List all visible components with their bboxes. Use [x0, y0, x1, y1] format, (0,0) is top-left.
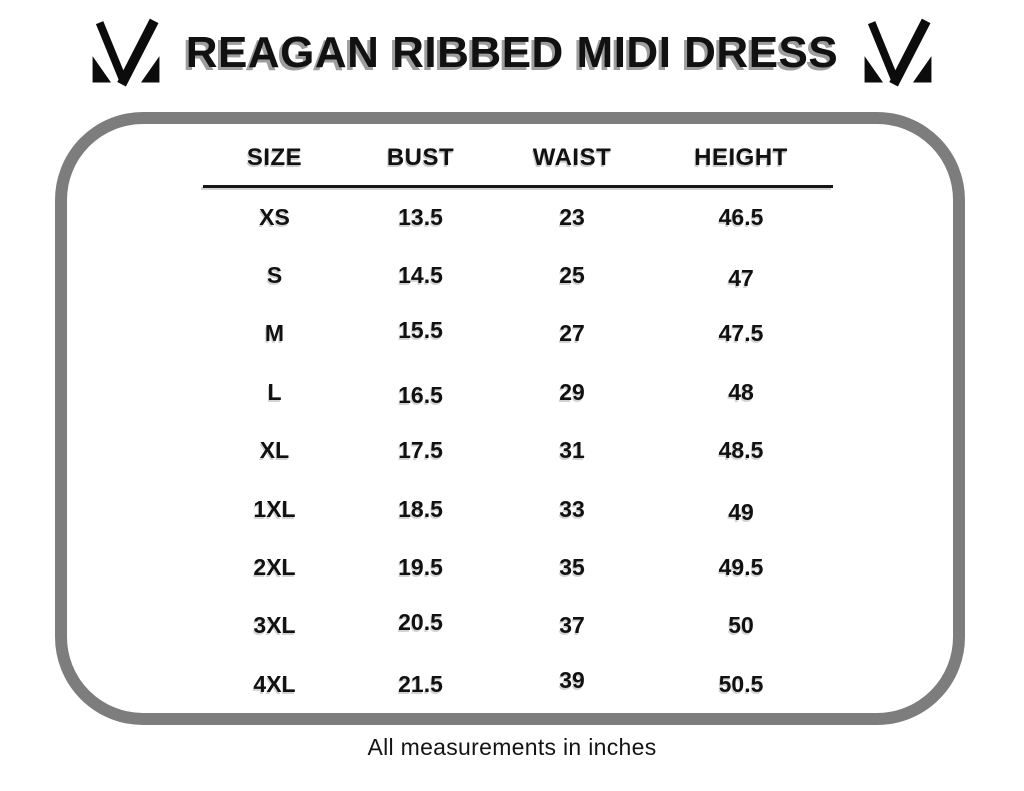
cell-waist: 27 [559, 320, 585, 347]
table-header-row: SIZE BUST WAIST HEIGHT [203, 131, 833, 185]
cell-waist: 37 [559, 612, 585, 639]
column-header-size: SIZE [246, 144, 303, 171]
cell-waist: 31 [559, 437, 585, 464]
column-header-height: HEIGHT [694, 144, 788, 171]
cell-bust: 13.5 [398, 203, 443, 230]
cell-height: 50 [728, 612, 754, 639]
cell-waist: 33 [559, 495, 585, 522]
cell-size: L [267, 378, 282, 405]
table-row: XL 17.5 31 48.5 [203, 422, 833, 480]
table-row: 2XL 19.5 35 49.5 [203, 538, 833, 596]
cell-waist: 29 [559, 378, 585, 405]
footer-note: All measurements in inches [367, 734, 657, 760]
cell-height: 49.5 [718, 554, 764, 581]
cell-height: 50.5 [718, 670, 764, 697]
cell-bust: 14.5 [398, 262, 443, 289]
page-title: REAGAN RIBBED MIDI DRESS [185, 28, 839, 77]
header-divider [203, 185, 833, 188]
table-row: S 14.5 25 47 [203, 246, 833, 304]
table-row: M 15.5 27 47.5 [203, 305, 833, 363]
brand-logo-left-icon [82, 14, 170, 92]
cell-bust: 18.5 [398, 495, 443, 522]
cell-bust: 20.5 [398, 609, 443, 636]
masthead: REAGAN RIBBED MIDI DRESS [0, 8, 1024, 98]
cell-size: 3XL [253, 612, 296, 639]
table-body: XS 13.5 23 46.5 S 14.5 25 47 M 15.5 27 4… [203, 188, 833, 714]
column-header-waist: WAIST [532, 144, 612, 171]
cell-height: 48.5 [718, 437, 764, 464]
cell-size: XL [259, 437, 290, 464]
cell-waist: 39 [559, 666, 585, 693]
cell-bust: 15.5 [398, 317, 443, 344]
brand-logo-right-icon [854, 14, 942, 92]
cell-size: M [264, 320, 285, 347]
size-table: SIZE BUST WAIST HEIGHT XS 13.5 23 46.5 S… [203, 131, 833, 714]
table-row: XS 13.5 23 46.5 [203, 188, 833, 246]
cell-bust: 16.5 [398, 381, 443, 408]
cell-size: XS [259, 203, 290, 230]
column-header-bust: BUST [386, 144, 455, 171]
cell-size: S [266, 262, 283, 289]
table-row: 4XL 21.5 39 50.5 [203, 655, 833, 713]
cell-waist: 25 [559, 262, 585, 289]
table-row: 1XL 18.5 33 49 [203, 480, 833, 538]
cell-height: 46.5 [718, 203, 764, 230]
cell-height: 47 [728, 265, 754, 292]
table-row: 3XL 20.5 37 50 [203, 597, 833, 655]
cell-bust: 19.5 [398, 554, 443, 581]
cell-bust: 21.5 [398, 670, 443, 697]
table-row: L 16.5 29 48 [203, 363, 833, 421]
cell-size: 2XL [253, 554, 296, 581]
cell-size: 4XL [253, 670, 296, 697]
cell-waist: 35 [559, 554, 585, 581]
cell-height: 49 [728, 498, 754, 525]
cell-size: 1XL [253, 495, 296, 522]
size-chart-frame [55, 112, 965, 725]
cell-bust: 17.5 [398, 437, 443, 464]
cell-height: 47.5 [718, 320, 764, 347]
cell-height: 48 [728, 378, 754, 405]
cell-waist: 23 [559, 203, 585, 230]
